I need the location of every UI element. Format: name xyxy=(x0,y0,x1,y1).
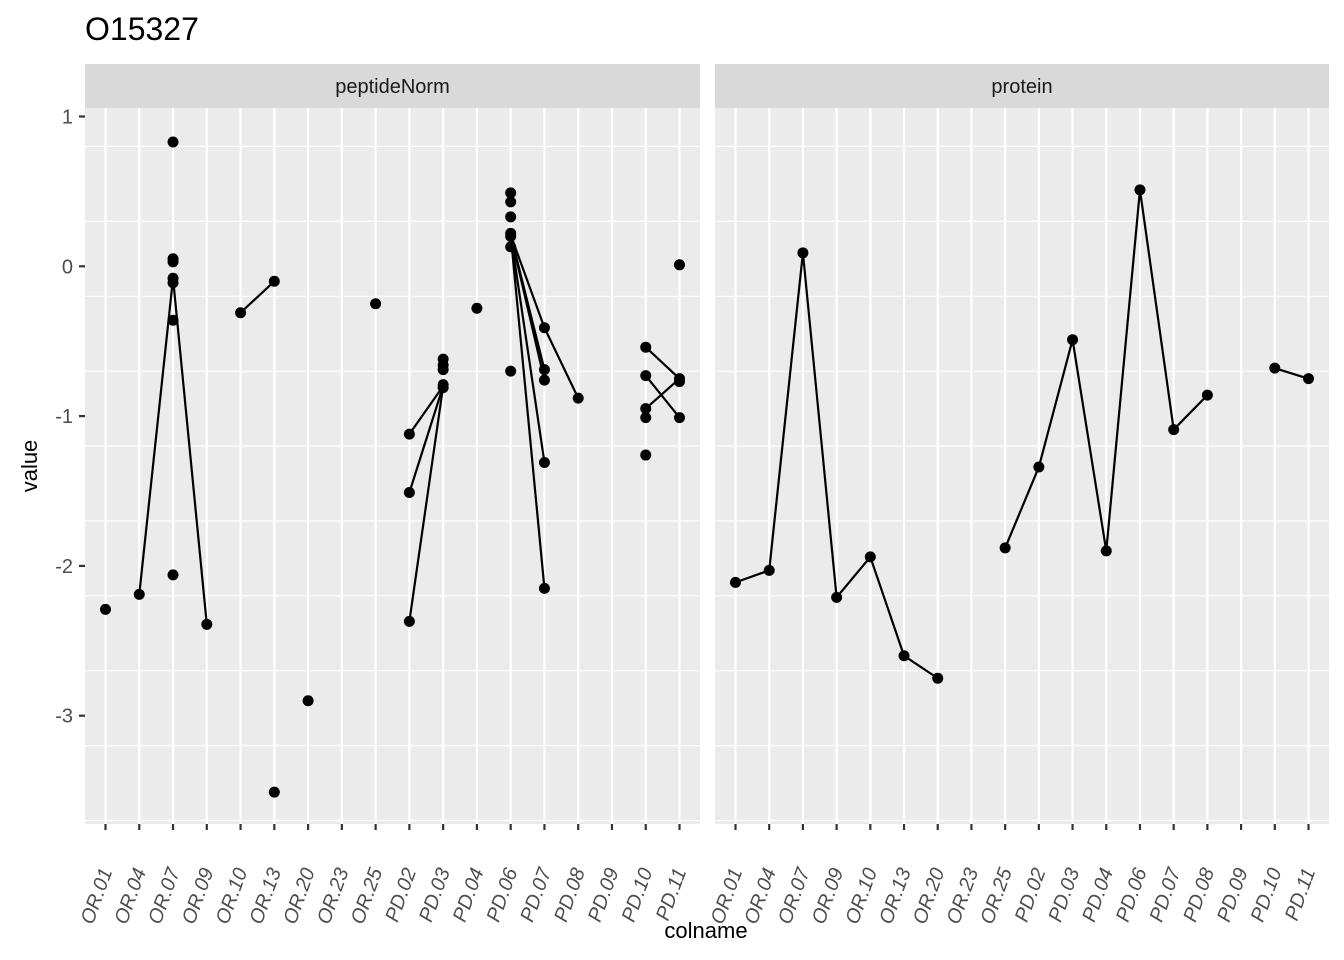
data-point xyxy=(370,298,382,310)
data-point xyxy=(797,247,809,259)
y-axis: 1 0 -1 -2 -3 xyxy=(55,107,85,728)
data-point xyxy=(403,615,415,627)
series-line xyxy=(645,377,681,410)
data-point xyxy=(1168,424,1180,436)
data-point xyxy=(235,307,247,319)
data-point xyxy=(932,672,944,684)
series-line xyxy=(509,234,546,381)
series-line xyxy=(1274,367,1309,380)
facet-strip xyxy=(85,64,700,108)
x-tick-label: PD.11 xyxy=(652,865,691,923)
data-point xyxy=(201,618,213,630)
y-axis-label: value xyxy=(17,440,42,493)
data-point xyxy=(505,241,517,253)
data-point xyxy=(640,370,652,382)
facet-panel-protein: proteinOR.01OR.04OR.07OR.09OR.10OR.13OR.… xyxy=(707,64,1329,927)
data-point xyxy=(1100,545,1112,557)
data-point xyxy=(1134,184,1146,196)
data-point xyxy=(572,392,584,404)
facet-strip-label: peptideNorm xyxy=(335,76,450,98)
data-point xyxy=(864,551,876,563)
data-point xyxy=(1067,334,1079,346)
data-point xyxy=(133,588,145,600)
series-line xyxy=(644,346,681,380)
data-point xyxy=(167,277,179,289)
series-line xyxy=(644,374,681,419)
data-point xyxy=(831,591,843,603)
data-point xyxy=(471,302,483,314)
data-point xyxy=(538,322,550,334)
data-point xyxy=(763,564,775,576)
data-point xyxy=(268,786,280,798)
data-point xyxy=(505,230,517,242)
data-point xyxy=(1201,389,1213,401)
y-tick-label: 1 xyxy=(62,107,73,129)
chart-title: O15327 xyxy=(85,11,199,47)
data-point xyxy=(674,259,685,271)
data-point xyxy=(898,650,910,662)
data-point xyxy=(1269,362,1281,374)
data-point xyxy=(403,487,415,498)
data-point xyxy=(1303,373,1314,385)
data-point xyxy=(538,374,550,386)
facet-panels: peptideNormOR.01OR.04OR.07OR.09OR.10OR.1… xyxy=(77,64,1329,927)
y-tick-label: -2 xyxy=(55,556,73,578)
data-point xyxy=(167,136,179,148)
data-point xyxy=(505,211,517,223)
series-line xyxy=(239,280,276,314)
x-axis-label: colname xyxy=(664,918,747,943)
data-point xyxy=(1033,461,1045,473)
panel-background xyxy=(715,108,1329,824)
series-line xyxy=(408,385,445,622)
data-point xyxy=(999,542,1011,554)
data-point xyxy=(437,382,449,394)
data-point xyxy=(640,341,652,353)
data-point xyxy=(674,412,685,424)
data-point xyxy=(505,187,517,199)
data-point xyxy=(167,314,179,326)
y-tick-label: -3 xyxy=(55,706,73,728)
facet-strip xyxy=(715,64,1329,108)
data-point xyxy=(538,582,550,594)
data-point xyxy=(167,256,179,268)
data-point xyxy=(302,695,314,707)
data-point xyxy=(505,365,517,377)
panel-background xyxy=(85,108,700,824)
series-line xyxy=(509,234,546,463)
facet-strip-label: protein xyxy=(991,76,1052,98)
data-point xyxy=(167,569,179,581)
data-point xyxy=(640,403,652,415)
y-tick-label: -1 xyxy=(55,406,73,428)
series-line xyxy=(509,234,546,589)
data-point xyxy=(538,457,550,469)
data-point xyxy=(505,196,517,208)
data-point xyxy=(730,576,741,588)
data-point xyxy=(403,428,415,440)
series-line xyxy=(408,385,445,493)
facet-panel-peptideNorm: peptideNormOR.01OR.04OR.07OR.09OR.10OR.1… xyxy=(77,64,700,927)
data-point xyxy=(100,603,111,615)
data-point xyxy=(268,275,280,287)
data-point xyxy=(437,364,449,376)
series-line xyxy=(408,385,445,435)
data-point xyxy=(640,412,652,424)
y-tick-label: 0 xyxy=(62,256,73,278)
data-point xyxy=(640,449,652,461)
data-point xyxy=(674,376,685,388)
x-tick-label: PD.11 xyxy=(1281,865,1320,923)
data-point xyxy=(538,364,550,376)
